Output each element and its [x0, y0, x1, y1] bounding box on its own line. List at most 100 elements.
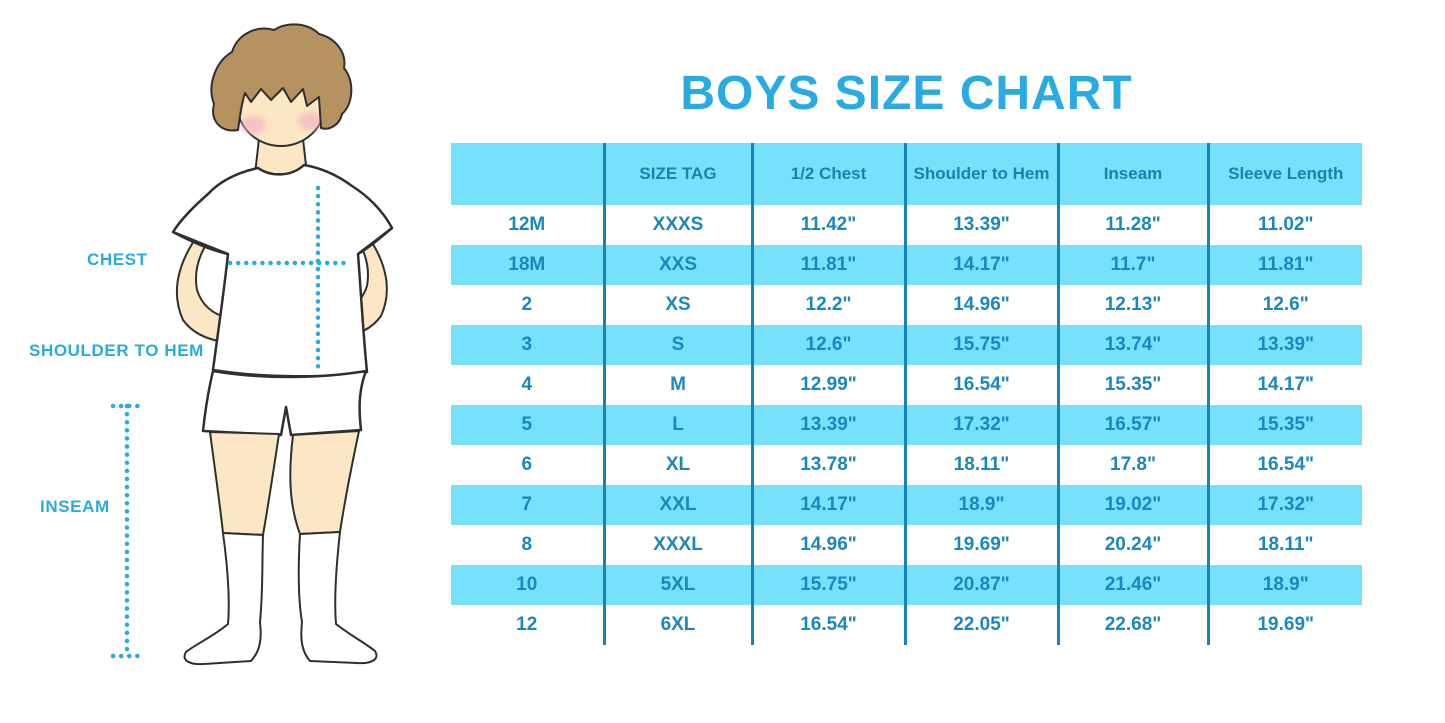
cell-inseam: 20.24": [1056, 525, 1208, 565]
cell-age: 7: [451, 485, 604, 525]
right-cheek: [298, 112, 324, 130]
cell-sleeve-length: 11.02": [1206, 205, 1362, 245]
col-header-shoulder-to-hem: Shoulder to Hem: [903, 143, 1058, 205]
shoulder-to-hem-label: SHOULDER TO HEM: [29, 341, 204, 360]
cell-inseam: 22.68": [1056, 605, 1208, 645]
cell-shoulder-to-hem: 16.54": [903, 365, 1058, 405]
boy-figure-svg: [110, 23, 394, 666]
cell-sleeve-length: 19.69": [1206, 605, 1362, 645]
table-row: 6 XL 13.78" 18.11" 17.8" 16.54": [451, 445, 1362, 485]
right-leg: [289, 430, 360, 535]
cell-size-tag: XS: [602, 285, 752, 325]
cell-inseam: 15.35": [1056, 365, 1208, 405]
cell-size-tag: 5XL: [602, 565, 752, 605]
hair: [210, 23, 353, 132]
cell-size-tag: XXXL: [602, 525, 752, 565]
inseam-label: INSEAM: [40, 497, 110, 516]
cell-half-chest: 14.96": [750, 525, 905, 565]
table-row: 2 XS 12.2" 14.96" 12.13" 12.6": [451, 285, 1362, 325]
cell-inseam: 11.7": [1056, 245, 1208, 285]
page-title: BOYS SIZE CHART: [680, 67, 1133, 121]
cell-shoulder-to-hem: 22.05": [903, 605, 1058, 645]
cell-sleeve-length: 18.9": [1206, 565, 1362, 605]
cell-shoulder-to-hem: 14.17": [903, 245, 1058, 285]
cell-age: 3: [451, 325, 604, 365]
cell-size-tag: L: [602, 405, 752, 445]
col-header-size-tag: SIZE TAG: [602, 143, 752, 205]
t-shirt: [171, 163, 394, 378]
left-leg: [209, 431, 280, 536]
table-row: 5 L 13.39" 17.32" 16.57" 15.35": [451, 405, 1362, 445]
cell-age: 5: [451, 405, 604, 445]
cell-half-chest: 14.17": [750, 485, 905, 525]
col-header-inseam: Inseam: [1056, 143, 1208, 205]
cell-inseam: 16.57": [1056, 405, 1208, 445]
cell-age: 6: [521, 454, 533, 475]
cell-inseam: 11.28": [1056, 205, 1208, 245]
size-guide-illustration: CHEST SHOULDER TO HEM INSEAM: [0, 0, 445, 723]
cell-half-chest: 12.6": [750, 325, 905, 365]
col-header-sleeve-length: Sleeve Length: [1206, 143, 1362, 205]
cell-inseam: 12.13": [1056, 285, 1208, 325]
table-row: 18M XXS 11.81" 14.17" 11.7" 11.81": [451, 245, 1362, 285]
cell-inseam: 17.8": [1056, 445, 1208, 485]
cell-sleeve-length: 18.11": [1206, 525, 1362, 565]
cell-size-tag: XXXS: [602, 205, 752, 245]
cell-shoulder-to-hem: 14.96": [903, 285, 1058, 325]
cell-half-chest: 16.54": [750, 605, 905, 645]
cell-half-chest: 13.39": [750, 405, 905, 445]
cell-half-chest: 11.81": [750, 245, 905, 285]
table-row: 3 S 12.6" 15.75" 13.74" 13.39": [451, 325, 1362, 365]
table-row: 8 XXXL 14.96" 19.69" 20.24" 18.11": [451, 525, 1362, 565]
cell-sleeve-length: 16.54": [1206, 445, 1362, 485]
cell-inseam: 21.46": [1056, 565, 1208, 605]
col-header-age: [451, 143, 604, 205]
table-row: 4 M 12.99" 16.54" 15.35" 14.17": [451, 365, 1362, 405]
cell-age: 4: [521, 374, 533, 395]
left-cheek: [240, 116, 266, 134]
cell-shoulder-to-hem: 15.75": [903, 325, 1058, 365]
cell-shoulder-to-hem: 18.9": [903, 485, 1058, 525]
cell-shoulder-to-hem: 20.87": [903, 565, 1058, 605]
table-row: 10 5XL 15.75" 20.87" 21.46" 18.9": [451, 565, 1362, 605]
shorts: [201, 369, 368, 437]
cell-sleeve-length: 12.6": [1206, 285, 1362, 325]
cell-sleeve-length: 14.17": [1206, 365, 1362, 405]
cell-sleeve-length: 17.32": [1206, 485, 1362, 525]
cell-age: 10: [451, 565, 604, 605]
cell-half-chest: 13.78": [750, 445, 905, 485]
left-sleeve-edge: [172, 230, 229, 256]
cell-sleeve-length: 15.35": [1206, 405, 1362, 445]
table-row: 12M XXXS 11.42" 13.39" 11.28" 11.02": [451, 205, 1362, 245]
cell-sleeve-length: 11.81": [1206, 245, 1362, 285]
cell-shoulder-to-hem: 17.32": [903, 405, 1058, 445]
table-row: 7 XXL 14.17" 18.9" 19.02" 17.32": [451, 485, 1362, 525]
size-chart-table: SIZE TAG 1/2 Chest Shoulder to Hem Insea…: [451, 143, 1362, 645]
cell-age: 18M: [451, 245, 604, 285]
cell-shoulder-to-hem: 13.39": [903, 205, 1058, 245]
cell-half-chest: 11.42": [750, 205, 905, 245]
cell-inseam: 19.02": [1056, 485, 1208, 525]
table-row: 12 6XL 16.54" 22.05" 22.68" 19.69": [451, 605, 1362, 645]
cell-shoulder-to-hem: 19.69": [903, 525, 1058, 565]
cell-age: 12: [516, 614, 538, 635]
cell-size-tag: 6XL: [602, 605, 752, 645]
cell-half-chest: 15.75": [750, 565, 905, 605]
cell-shoulder-to-hem: 18.11": [903, 445, 1058, 485]
cell-half-chest: 12.99": [750, 365, 905, 405]
cell-size-tag: XXL: [602, 485, 752, 525]
cell-age: 8: [521, 534, 533, 555]
right-sock: [297, 531, 378, 665]
cell-sleeve-length: 13.39": [1206, 325, 1362, 365]
cell-size-tag: XXS: [602, 245, 752, 285]
col-header-half-chest: 1/2 Chest: [750, 143, 905, 205]
cell-size-tag: S: [602, 325, 752, 365]
cell-age: 2: [521, 294, 533, 315]
header-row: SIZE TAG 1/2 Chest Shoulder to Hem Insea…: [451, 143, 1362, 205]
cell-half-chest: 12.2": [750, 285, 905, 325]
cell-age: 12M: [508, 214, 546, 235]
right-sleeve-edge: [357, 227, 393, 256]
left-sock: [183, 532, 264, 666]
cell-size-tag: M: [602, 365, 752, 405]
cell-size-tag: XL: [602, 445, 752, 485]
